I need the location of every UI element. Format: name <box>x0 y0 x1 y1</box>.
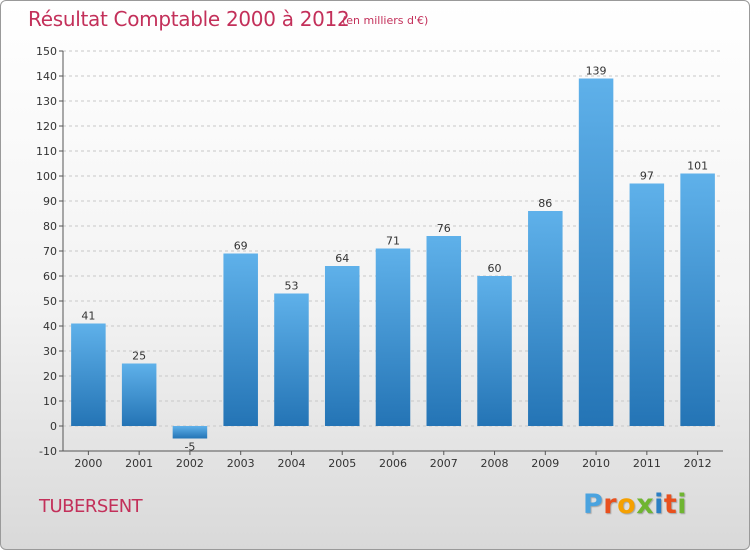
logo-letter: i <box>677 489 688 520</box>
logo-letter: P <box>583 489 604 520</box>
y-tick-label: 70 <box>43 245 57 258</box>
x-tick-label: 2002 <box>176 457 204 470</box>
bar-2005 <box>324 266 360 426</box>
bar-2006 <box>375 248 411 426</box>
y-tick-label: 20 <box>43 370 57 383</box>
labels: -10 0 10 20 30 40 50 60 70 80 90 100 110 120 130 140 150… <box>36 45 712 470</box>
axes <box>59 50 723 455</box>
x-tick-label: 2009 <box>531 457 559 470</box>
logo-letter: x <box>636 489 655 520</box>
x-tick-label: 2012 <box>684 457 712 470</box>
bar-value-label: 139 <box>586 65 607 78</box>
bar-value-label: 86 <box>538 197 552 210</box>
x-tick-label: 2003 <box>227 457 255 470</box>
bar-value-label: 76 <box>437 222 451 235</box>
x-tick-label: 2006 <box>379 457 407 470</box>
logo-letter: i <box>654 489 664 520</box>
bar-value-label: 64 <box>335 252 349 265</box>
bar-2008 <box>477 276 512 426</box>
bar-2007 <box>426 236 462 426</box>
bar-2009 <box>528 211 563 426</box>
y-tick-label: 110 <box>36 145 57 158</box>
y-tick-label: 60 <box>43 270 57 283</box>
y-tick-label: 130 <box>36 95 57 108</box>
y-tick-label: 10 <box>43 395 57 408</box>
bar-value-label: 97 <box>640 170 654 183</box>
y-tick-label: 30 <box>43 345 57 358</box>
bar-value-label: 25 <box>132 350 146 363</box>
bar-value-label: 71 <box>386 235 400 248</box>
y-tick-label: 40 <box>43 320 57 333</box>
bar-value-label: 41 <box>81 310 95 323</box>
bar-value-label: 69 <box>234 240 248 253</box>
x-tick-label: 2000 <box>74 457 102 470</box>
chart-title: Résultat Comptable 2000 à 2012 <box>28 7 350 31</box>
y-tick-label: 80 <box>43 220 57 233</box>
y-tick-label: 120 <box>36 120 57 133</box>
y-tick-label: 100 <box>36 170 57 183</box>
bar-2003 <box>223 253 258 426</box>
bar-value-label: 53 <box>284 280 298 293</box>
bar-value-label: 60 <box>488 262 502 275</box>
x-tick-label: 2008 <box>481 457 509 470</box>
x-tick-label: 2001 <box>125 457 153 470</box>
chart-subtitle: (en milliers d'€) <box>342 14 429 27</box>
y-tick-label: 150 <box>36 45 57 58</box>
bar-2000 <box>71 323 106 426</box>
bar-value-label: -5 <box>184 441 195 454</box>
commune-name: TUBERSENT <box>39 496 143 517</box>
logo-letter: o <box>617 489 637 520</box>
x-tick-label: 2007 <box>430 457 458 470</box>
x-tick-label: 2005 <box>328 457 356 470</box>
y-tick-label: 0 <box>50 420 57 433</box>
logo-letter: t <box>663 489 678 520</box>
y-tick-label: 140 <box>36 70 57 83</box>
bar-2012 <box>680 173 715 426</box>
bar-2001 <box>121 363 157 426</box>
proxiti-logo: Proxiti <box>583 489 687 520</box>
bar-value-label: 101 <box>687 160 708 173</box>
bar-2004 <box>274 293 309 426</box>
bar-2011 <box>629 183 665 426</box>
x-tick-label: 2010 <box>582 457 610 470</box>
bar-2002 <box>172 426 208 439</box>
bars <box>71 78 715 439</box>
x-tick-label: 2011 <box>633 457 661 470</box>
y-tick-label: 50 <box>43 295 57 308</box>
x-tick-label: 2004 <box>277 457 305 470</box>
y-tick-label: -10 <box>39 445 57 458</box>
logo-letter: r <box>603 489 618 520</box>
bar-2010 <box>578 78 614 426</box>
y-tick-label: 90 <box>43 195 57 208</box>
